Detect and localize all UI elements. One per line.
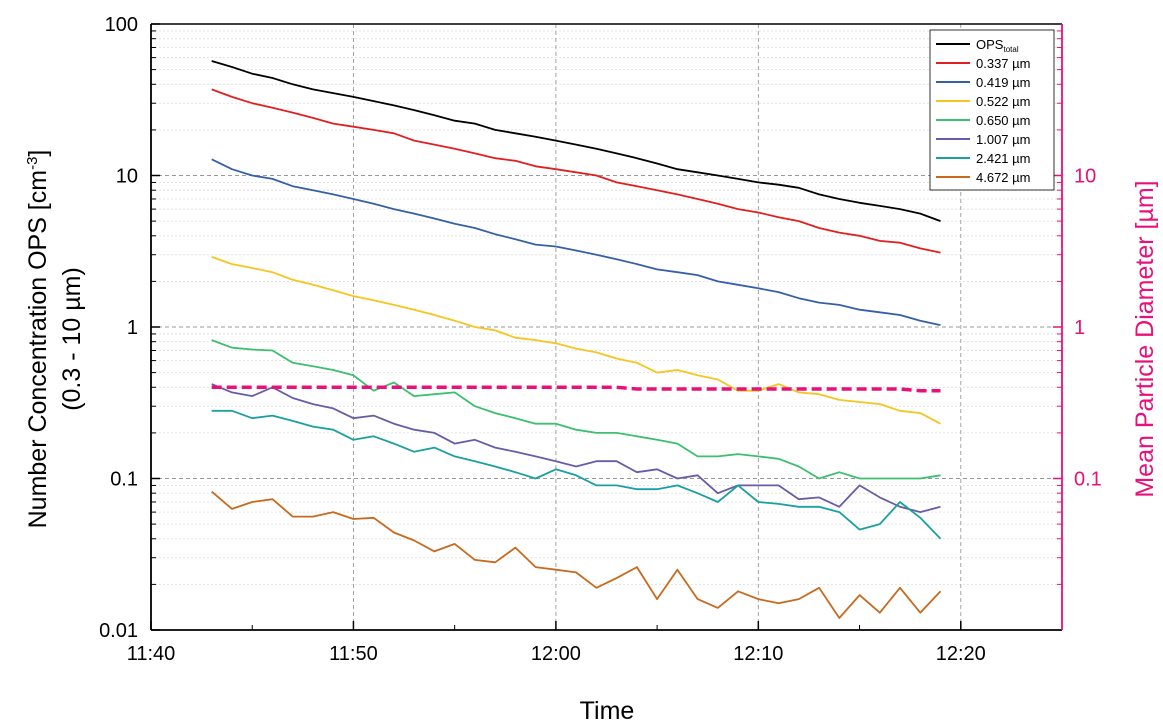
series-line-1-007-m xyxy=(211,383,941,513)
legend-label: 1.007 µm xyxy=(976,132,1030,147)
series-line-2-421-m xyxy=(211,409,942,540)
series-layer xyxy=(211,60,942,619)
y-tick-label: 1 xyxy=(127,317,138,339)
series-line-0-650-m xyxy=(211,339,941,480)
series-line-0-337-m xyxy=(211,88,941,254)
legend-label: 4.672 µm xyxy=(976,170,1030,185)
x-tick-label: 11:50 xyxy=(329,643,378,665)
legend-label: 0.522 µm xyxy=(976,94,1030,109)
legend-label: 0.650 µm xyxy=(976,113,1030,128)
y-tick-label: 100 xyxy=(105,14,138,36)
x-tick-label: 12:20 xyxy=(936,643,986,665)
legend-label: OPStotal xyxy=(976,37,1019,54)
axis-ticks: 0.01 0.1 1 10 100 11:40 11:50 12:00 12:10 12:20 0.… xyxy=(99,14,1102,665)
x-tick-label: 11:40 xyxy=(127,643,176,665)
y-tick-label: 0.1 xyxy=(110,469,138,491)
series-line-ops xyxy=(211,60,941,222)
legend-label: 0.419 µm xyxy=(976,75,1030,90)
y-axis-title-line2: (0.3 - 10 µm) xyxy=(58,267,86,411)
y2-tick-label: 10 xyxy=(1074,166,1096,188)
grid xyxy=(150,23,1062,631)
mean-diameter-line xyxy=(211,385,941,393)
y-tick-label: 0.01 xyxy=(99,620,138,642)
legend-label: 0.337 µm xyxy=(976,56,1030,71)
y2-tick-label: 1 xyxy=(1074,317,1085,339)
y-tick-label: 10 xyxy=(116,166,138,188)
legend-box xyxy=(929,29,1055,191)
y2-tick-label: 0.1 xyxy=(1074,469,1102,491)
x-tick-label: 12:00 xyxy=(531,643,581,665)
y-axis-title-line1: Number Concentration OPS [cm-3] xyxy=(24,150,52,529)
legend-label: 2.421 µm xyxy=(976,151,1030,166)
y2-axis-title: Mean Particle Diameter [µm] xyxy=(1131,180,1159,497)
x-tick-label: 12:10 xyxy=(733,643,783,665)
series-line-4-672-m xyxy=(211,490,942,619)
series-line-0-419-m xyxy=(211,158,941,326)
legend: OPStotal 0.337 µm 0.419 µm 0.522 µm 0.650 µm… xyxy=(929,29,1055,191)
series-line-0-522-m xyxy=(211,256,941,425)
x-axis-title: Time xyxy=(580,697,635,725)
